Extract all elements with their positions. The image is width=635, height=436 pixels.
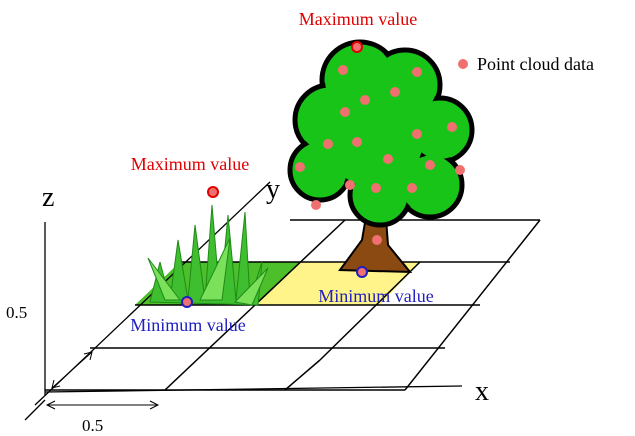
legend-dot bbox=[458, 59, 468, 69]
axis-label: y bbox=[266, 174, 280, 205]
legend-text: Point cloud data bbox=[477, 54, 594, 74]
diagram: Maximum value Maximum value Minimum valu… bbox=[0, 0, 635, 436]
label: Maximum value bbox=[131, 154, 249, 174]
grid bbox=[45, 220, 540, 390]
label: Minimum value bbox=[130, 315, 246, 335]
min-point bbox=[357, 267, 367, 277]
label: Maximum value bbox=[299, 9, 417, 29]
max-point bbox=[352, 42, 362, 52]
axis-label: x bbox=[475, 376, 489, 407]
axis-label: z bbox=[42, 182, 54, 213]
dimension-arrows bbox=[47, 352, 158, 409]
min-point bbox=[182, 297, 192, 307]
scale-label: 0.5 bbox=[6, 303, 27, 322]
tree bbox=[290, 42, 472, 272]
max-point bbox=[208, 187, 218, 197]
label: Minimum value bbox=[318, 286, 434, 306]
scale-label: 0.5 bbox=[82, 416, 103, 435]
grass bbox=[148, 205, 268, 305]
